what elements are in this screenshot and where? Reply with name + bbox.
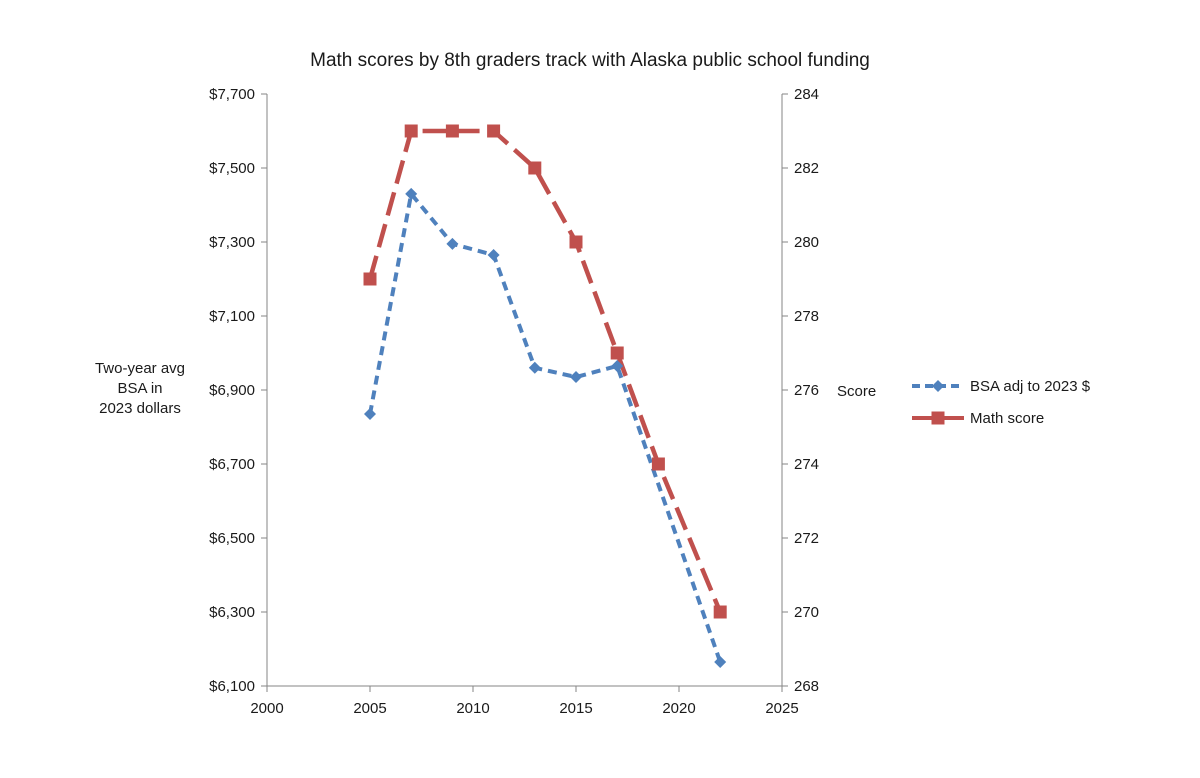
math-score-point [610, 346, 624, 360]
right-y-tick-label: 276 [794, 382, 819, 399]
left-y-tick-label: $6,700 [209, 456, 255, 473]
x-tick-label: 2020 [662, 700, 695, 717]
left-y-tick-label: $7,300 [209, 234, 255, 251]
right-y-tick-label: 278 [794, 308, 819, 325]
legend-math-score-marker [931, 411, 945, 425]
math-score-point [528, 161, 542, 175]
left-y-tick-label: $7,100 [209, 308, 255, 325]
bsa-point [611, 359, 624, 372]
legend: BSA adj to 2023 $ Math score [912, 378, 1091, 427]
bsa-point [487, 248, 500, 261]
right-y-tick-label: 270 [794, 604, 819, 621]
right-y-tick-label: 274 [794, 456, 819, 473]
left-y-axis-label-line: Two-year avg [95, 360, 185, 377]
legend-bsa-label: BSA adj to 2023 $ [970, 378, 1091, 395]
left-y-axis-label-line: BSA in [117, 380, 162, 397]
axes [261, 93, 788, 692]
right-y-axis-label: Score [837, 383, 876, 400]
math-score-series-line [367, 128, 723, 613]
left-y-tick-label: $6,900 [209, 382, 255, 399]
left-y-tick-label: $6,100 [209, 678, 255, 695]
bsa-point [405, 187, 418, 200]
bsa-series-line [368, 191, 723, 663]
bsa-point [528, 361, 541, 374]
x-tick-label: 2025 [765, 700, 798, 717]
left-y-axis-label: Two-year avg BSA in 2023 dollars [95, 360, 185, 417]
math-score-point [487, 124, 501, 138]
x-tick-label: 2010 [456, 700, 489, 717]
legend-bsa-marker [932, 380, 944, 392]
left-y-tick-labels: $6,100 $6,300 $6,500 $6,700 $6,900 $7,100 $7,3… [209, 86, 255, 695]
math-score-point [651, 457, 665, 471]
left-y-axis-label-line: 2023 dollars [99, 400, 181, 417]
right-y-tick-label: 282 [794, 160, 819, 177]
right-y-tick-label: 280 [794, 234, 819, 251]
x-tick-label: 2015 [559, 700, 592, 717]
x-tick-labels: 2000 2005 2010 2015 2020 2025 [250, 700, 798, 717]
x-tick-label: 2000 [250, 700, 283, 717]
x-tick-label: 2005 [353, 700, 386, 717]
bsa-point [364, 408, 376, 421]
left-y-tick-label: $7,700 [209, 86, 255, 103]
left-y-tick-label: $7,500 [209, 160, 255, 177]
math-score-point [445, 124, 459, 138]
right-y-tick-label: 272 [794, 530, 819, 547]
bsa-point [446, 237, 459, 250]
chart-title: Math scores by 8th graders track with Al… [310, 50, 870, 71]
left-y-tick-label: $6,500 [209, 530, 255, 547]
bsa-point [570, 371, 582, 384]
math-score-point [569, 235, 583, 249]
right-y-tick-label: 284 [794, 86, 819, 103]
right-y-tick-label: 268 [794, 678, 819, 695]
series-markers [363, 124, 727, 668]
right-y-tick-labels: 268 270 272 274 276 278 280 282 284 [794, 86, 819, 695]
legend-math-score-label: Math score [970, 410, 1044, 427]
math-score-point [363, 272, 377, 286]
math-score-point [713, 605, 727, 619]
math-score-point [404, 124, 418, 138]
series-lines [367, 128, 723, 663]
left-y-tick-label: $6,300 [209, 604, 255, 621]
bsa-point [714, 655, 727, 668]
